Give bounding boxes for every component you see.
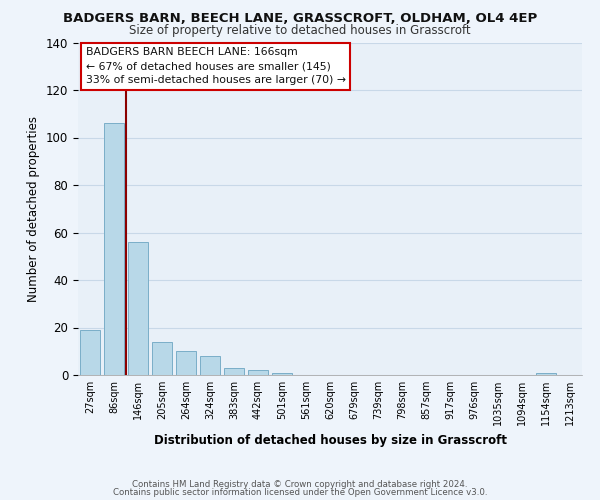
Text: BADGERS BARN BEECH LANE: 166sqm
← 67% of detached houses are smaller (145)
33% o: BADGERS BARN BEECH LANE: 166sqm ← 67% of…	[86, 48, 346, 86]
X-axis label: Distribution of detached houses by size in Grasscroft: Distribution of detached houses by size …	[154, 434, 506, 446]
Text: Contains public sector information licensed under the Open Government Licence v3: Contains public sector information licen…	[113, 488, 487, 497]
Text: BADGERS BARN, BEECH LANE, GRASSCROFT, OLDHAM, OL4 4EP: BADGERS BARN, BEECH LANE, GRASSCROFT, OL…	[63, 12, 537, 26]
Bar	[536, 372, 556, 375]
Bar	[128, 242, 148, 375]
Bar	[152, 342, 172, 375]
Bar	[176, 351, 196, 375]
Bar	[224, 368, 244, 375]
Bar	[272, 372, 292, 375]
Bar	[248, 370, 268, 375]
Text: Contains HM Land Registry data © Crown copyright and database right 2024.: Contains HM Land Registry data © Crown c…	[132, 480, 468, 489]
Text: Size of property relative to detached houses in Grasscroft: Size of property relative to detached ho…	[129, 24, 471, 37]
Bar	[80, 330, 100, 375]
Y-axis label: Number of detached properties: Number of detached properties	[28, 116, 40, 302]
Bar	[200, 356, 220, 375]
Bar	[104, 123, 124, 375]
